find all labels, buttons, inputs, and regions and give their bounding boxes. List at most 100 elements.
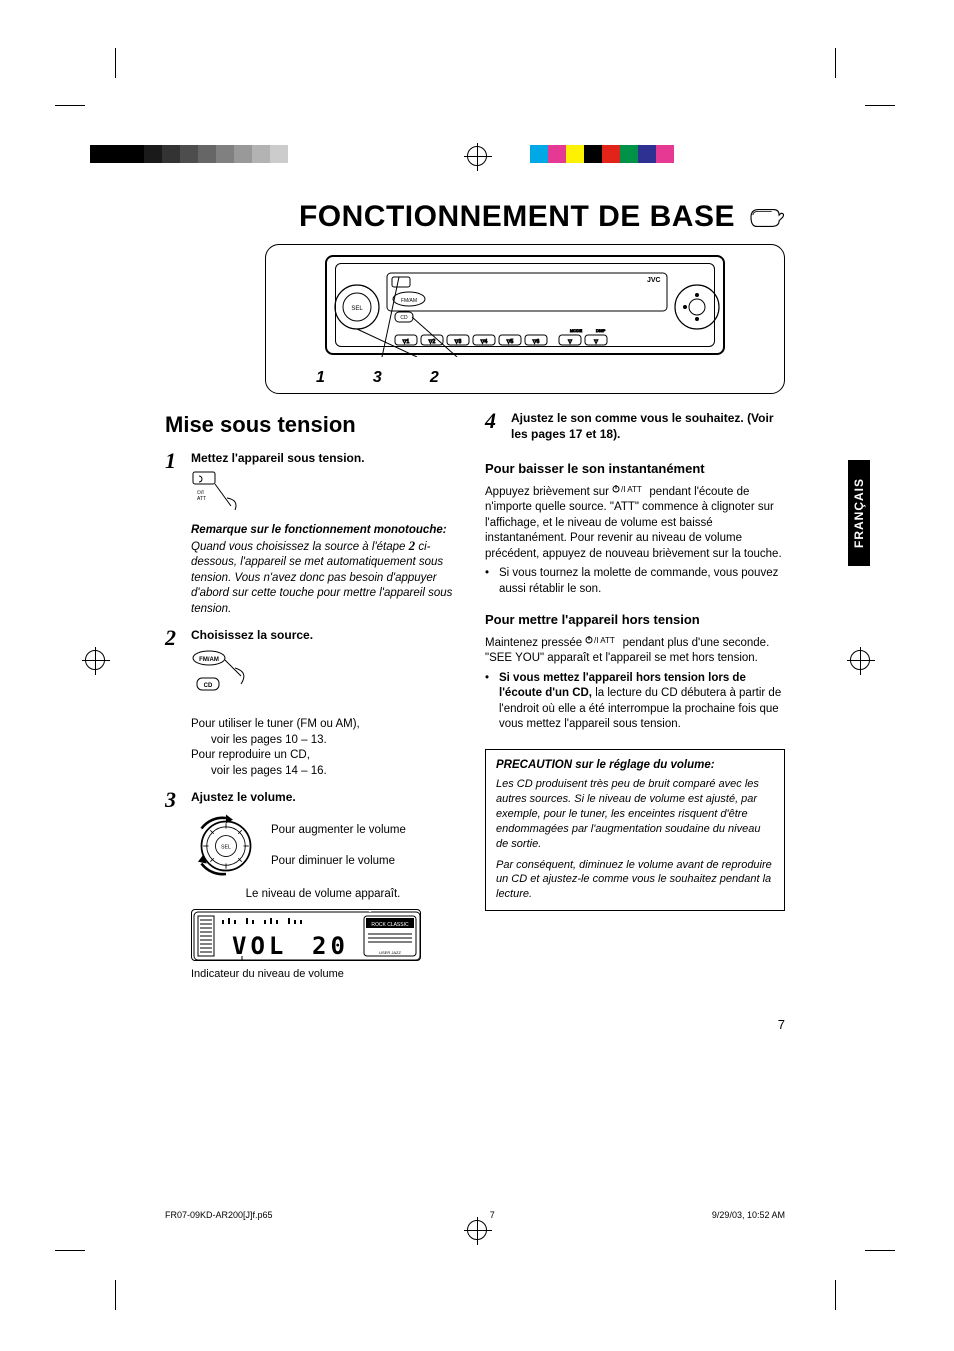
- step-text: voir les pages 10 – 13.: [191, 733, 455, 749]
- step-text: Pour utiliser le tuner (FM ou AM),: [191, 717, 455, 733]
- footer-filename: FR07-09KD-AR200[J]f.p65: [165, 1210, 273, 1220]
- bullet-dot-icon: •: [485, 566, 493, 597]
- svg-text:USER JAZZ: USER JAZZ: [379, 950, 401, 955]
- crop-mark: [835, 48, 836, 78]
- bullet-item: • Si vous mettez l'appareil hors tension…: [485, 671, 785, 733]
- callout-1: 1: [316, 369, 325, 387]
- step-number: 4: [485, 410, 503, 446]
- page-title: FONCTIONNEMENT DE BASE: [299, 200, 735, 234]
- svg-text:JVC: JVC: [647, 277, 661, 284]
- svg-text:FM/AM: FM/AM: [401, 298, 417, 304]
- product-illustration-box: SEL FM/AM CD JVC ▽1 ▽2 ▽3 ▽4: [265, 244, 785, 394]
- section-heading: Mise sous tension: [165, 410, 455, 440]
- svg-text:/I ATT: /I ATT: [621, 485, 642, 494]
- crop-mark: [865, 105, 895, 106]
- page-number: 7: [778, 1017, 785, 1032]
- page-footer: FR07-09KD-AR200[J]f.p65 7 9/29/03, 10:52…: [165, 1210, 785, 1220]
- indicator-caption: Indicateur du niveau de volume: [191, 967, 455, 982]
- svg-text:SEL: SEL: [221, 845, 231, 851]
- footer-timestamp: 9/29/03, 10:52 AM: [712, 1210, 785, 1220]
- volume-labels: Pour augmenter le volume Pour diminuer l…: [271, 823, 406, 870]
- registration-mark: [467, 1220, 487, 1240]
- body-text: Maintenez pressée /I ATT pendant plus d'…: [485, 635, 785, 651]
- step-4: 4 Ajustez le son comme vous le souhaitez…: [485, 410, 785, 446]
- svg-text:▽6: ▽6: [533, 339, 540, 345]
- step-title: Ajustez le volume.: [191, 789, 455, 805]
- crop-mark: [55, 1250, 85, 1251]
- level-appears-text: Le niveau de volume apparaît.: [191, 887, 455, 903]
- power-att-icon: /I ATT: [612, 484, 646, 500]
- step-number: 2: [165, 627, 183, 779]
- precaution-title: PRECAUTION sur le réglage du volume:: [496, 758, 774, 774]
- left-column: Mise sous tension 1 Mettez l'appareil so…: [165, 410, 455, 992]
- callout-3: 3: [373, 369, 382, 387]
- step-number: 1: [165, 450, 183, 618]
- volume-knob-row: SEL Pour augmenter le volume: [191, 811, 455, 881]
- svg-text:/I ATT: /I ATT: [594, 636, 615, 645]
- svg-text:▽5: ▽5: [507, 339, 514, 345]
- svg-text:ATT: ATT: [197, 496, 206, 502]
- note-title: Remarque sur le fonctionnement monotouch…: [191, 523, 455, 539]
- language-tab: FRANÇAIS: [848, 460, 870, 566]
- step-title: Choisissez la source.: [191, 627, 455, 643]
- svg-text:SEL: SEL: [351, 306, 363, 312]
- step-3: 3 Ajustez le volume. SEL: [165, 789, 455, 982]
- crop-mark: [865, 1250, 895, 1251]
- title-row: FONCTIONNEMENT DE BASE: [165, 200, 785, 234]
- step-title: Ajustez le son comme vous le souhaitez. …: [511, 410, 785, 442]
- right-column: 4 Ajustez le son comme vous le souhaitez…: [485, 410, 785, 992]
- color-bar-right: [530, 145, 692, 163]
- svg-text:ROCK CLASSIC: ROCK CLASSIC: [371, 922, 409, 928]
- footer-page: 7: [490, 1210, 495, 1220]
- step-text: Pour reproduire un CD,: [191, 748, 455, 764]
- car-stereo-illustration: SEL FM/AM CD JVC ▽1 ▽2 ▽3 ▽4: [325, 255, 725, 355]
- registration-mark: [850, 650, 870, 670]
- step-1: 1 Mettez l'appareil sous tension. ⏻/I AT…: [165, 450, 455, 618]
- color-bar-left: [90, 145, 306, 163]
- svg-text:VOL: VOL: [232, 932, 287, 960]
- power-button-illustration: ⏻/I ATT: [191, 470, 455, 516]
- volume-knob-icon: SEL: [191, 811, 261, 881]
- volume-display-illustration: VOL 20 ROCK CLASSIC USER JAZZ: [191, 909, 421, 961]
- bullet-dot-icon: •: [485, 671, 493, 733]
- step-number: 3: [165, 789, 183, 982]
- bullet-text: Si vous tournez la molette de commande, …: [499, 566, 785, 597]
- note-text: Quand vous choisissez la source à l'étap…: [191, 541, 409, 553]
- svg-text:▽: ▽: [594, 339, 598, 345]
- svg-text:▽1: ▽1: [403, 339, 410, 345]
- source-buttons-illustration: FM/AM CD: [191, 648, 455, 710]
- body-text: Appuyez brièvement sur /I ATT pendant l'…: [485, 484, 785, 562]
- svg-text:CD: CD: [400, 315, 408, 321]
- svg-text:▽4: ▽4: [481, 339, 488, 345]
- step-2: 2 Choisissez la source. FM/AM CD Po: [165, 627, 455, 779]
- bullet-text: Si vous mettez l'appareil hors tension l…: [499, 671, 785, 733]
- product-callouts: 1 3 2: [316, 369, 439, 387]
- page-content: FONCTIONNEMENT DE BASE SEL FM/AM: [165, 200, 785, 992]
- body-text: "SEE YOU" apparaît et l'appareil se met …: [485, 651, 785, 667]
- svg-text:DISP: DISP: [596, 328, 606, 333]
- subheading: Pour mettre l'appareil hors tension: [485, 611, 785, 629]
- svg-text:▽3: ▽3: [455, 339, 462, 345]
- crop-mark: [55, 105, 85, 106]
- power-att-icon: /I ATT: [585, 635, 619, 651]
- registration-mark: [85, 650, 105, 670]
- precaution-box: PRECAUTION sur le réglage du volume: Les…: [485, 749, 785, 911]
- svg-text:▽: ▽: [568, 339, 572, 345]
- precaution-p1: Les CD produisent très peu de bruit comp…: [496, 777, 774, 851]
- precaution-p2: Par conséquent, diminuez le volume avant…: [496, 858, 774, 903]
- pointing-hand-icon: [747, 202, 785, 232]
- vol-dec-label: Pour diminuer le volume: [271, 854, 406, 870]
- subheading: Pour baisser le son instantanément: [485, 460, 785, 478]
- callout-2: 2: [430, 369, 439, 387]
- svg-text:20: 20: [312, 932, 349, 960]
- vol-inc-label: Pour augmenter le volume: [271, 823, 406, 839]
- crop-mark: [115, 1280, 116, 1310]
- step-text: voir les pages 14 – 16.: [191, 764, 455, 780]
- svg-text:CD: CD: [204, 683, 213, 689]
- svg-text:FM/AM: FM/AM: [199, 657, 219, 663]
- crop-mark: [835, 1280, 836, 1310]
- svg-text:▽2: ▽2: [429, 339, 436, 345]
- step-title: Mettez l'appareil sous tension.: [191, 450, 455, 466]
- bullet-item: • Si vous tournez la molette de commande…: [485, 566, 785, 597]
- registration-mark: [467, 146, 487, 166]
